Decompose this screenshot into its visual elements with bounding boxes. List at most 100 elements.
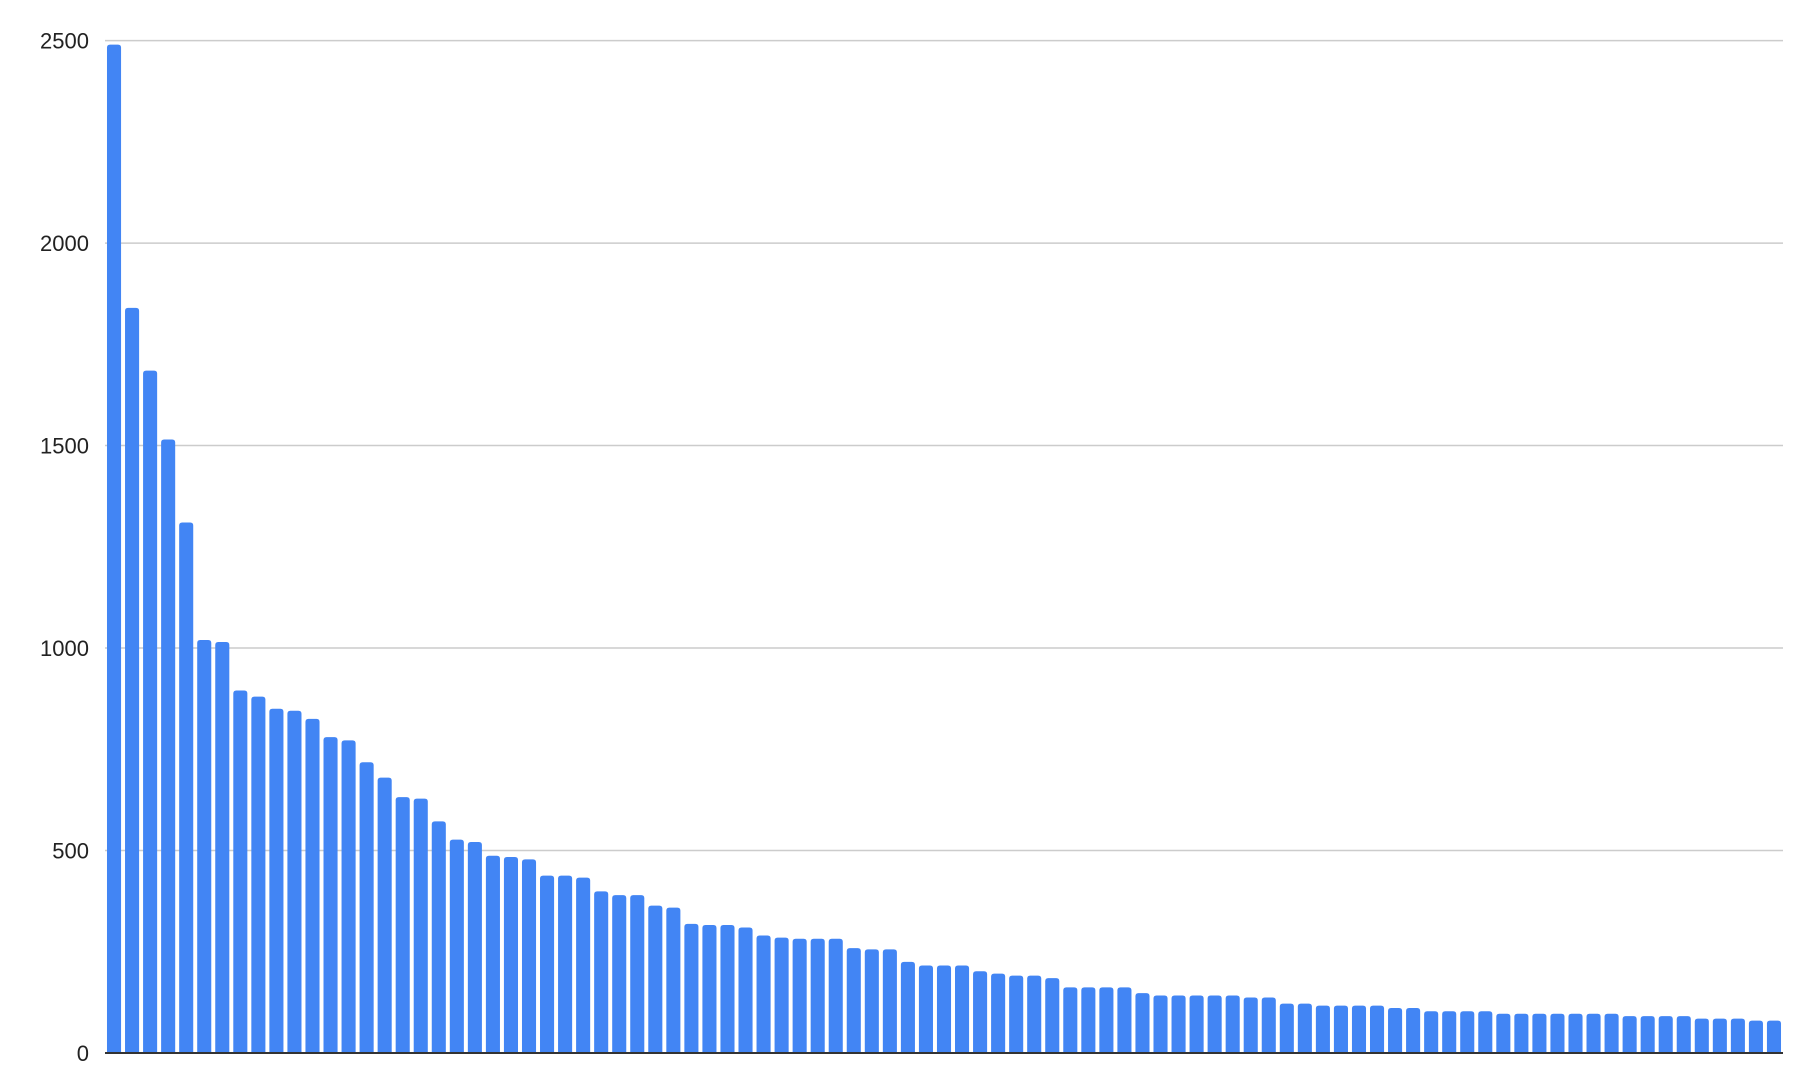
bar — [377, 777, 392, 1053]
bar — [323, 737, 338, 1053]
bar — [1496, 1013, 1511, 1053]
bar — [828, 938, 843, 1053]
bar — [1225, 995, 1240, 1053]
bar — [1027, 975, 1042, 1053]
bar — [1568, 1013, 1583, 1053]
bar — [1117, 987, 1132, 1053]
bar — [900, 961, 915, 1053]
bar — [594, 891, 609, 1053]
bar — [305, 718, 320, 1053]
bar — [125, 307, 140, 1053]
y-tick-label: 1500 — [40, 434, 89, 459]
bar — [702, 925, 717, 1053]
bar — [503, 856, 519, 1053]
bar — [449, 839, 464, 1053]
bar — [1171, 995, 1186, 1053]
bar — [1261, 997, 1276, 1053]
bar — [521, 859, 537, 1053]
bar — [1712, 1018, 1727, 1053]
bar — [1243, 997, 1258, 1053]
bar — [576, 877, 591, 1053]
bar — [197, 639, 212, 1053]
bar — [1315, 1005, 1330, 1053]
bar — [1279, 1003, 1294, 1053]
bar — [684, 923, 699, 1053]
bar — [882, 949, 897, 1053]
bar — [395, 797, 410, 1053]
bar — [1063, 987, 1078, 1053]
bar — [1640, 1016, 1655, 1053]
bar — [1532, 1013, 1547, 1053]
bar — [1658, 1016, 1673, 1053]
bar — [359, 762, 374, 1053]
bar — [1586, 1013, 1601, 1053]
bar — [1460, 1011, 1475, 1053]
bar — [1676, 1016, 1691, 1053]
bar — [1694, 1018, 1709, 1053]
bar — [413, 798, 428, 1053]
bar — [1189, 995, 1204, 1053]
bar — [1442, 1011, 1457, 1053]
bar — [179, 522, 194, 1053]
y-tick-label: 2500 — [40, 29, 89, 54]
bar — [1135, 993, 1150, 1053]
bar — [558, 875, 573, 1053]
bar — [1045, 978, 1060, 1053]
y-tick-label: 1000 — [40, 636, 89, 661]
gridlines — [105, 39, 1783, 852]
bar — [1478, 1011, 1493, 1053]
bar — [269, 708, 284, 1053]
bar — [1550, 1013, 1565, 1053]
bar — [1514, 1013, 1529, 1053]
bar — [1297, 1003, 1312, 1053]
bar — [774, 937, 789, 1053]
bar — [973, 971, 988, 1053]
bar — [918, 965, 933, 1053]
bar — [143, 370, 158, 1053]
bar — [630, 895, 645, 1053]
bar — [485, 855, 500, 1053]
bar — [1604, 1013, 1619, 1053]
bar — [251, 696, 266, 1053]
bar — [540, 875, 555, 1053]
bar — [1388, 1008, 1403, 1053]
bar — [846, 948, 861, 1053]
bar — [864, 949, 879, 1053]
y-tick-label: 0 — [77, 1041, 89, 1066]
bar — [1333, 1005, 1348, 1053]
bar — [106, 44, 122, 1054]
bar — [612, 895, 627, 1053]
bar — [991, 973, 1006, 1053]
bar — [1622, 1016, 1637, 1053]
bar — [648, 905, 663, 1053]
bar — [1081, 987, 1096, 1053]
bar — [1351, 1005, 1367, 1053]
bar — [810, 938, 825, 1053]
bars — [106, 44, 1782, 1054]
y-axis-labels: 0 500 1000 1500 2000 2500 — [40, 29, 89, 1066]
bar — [467, 842, 482, 1053]
bar — [666, 907, 681, 1053]
bar — [1748, 1020, 1763, 1053]
y-tick-label: 500 — [52, 839, 89, 864]
bar — [738, 927, 753, 1053]
bar — [1766, 1020, 1782, 1053]
bar — [720, 925, 735, 1053]
bar — [1207, 995, 1222, 1053]
bar — [955, 965, 970, 1053]
bar — [1406, 1008, 1421, 1053]
bar — [756, 935, 771, 1053]
bar — [1099, 987, 1114, 1053]
bar — [1153, 995, 1168, 1053]
bar — [233, 690, 248, 1053]
bar — [341, 740, 356, 1053]
bar — [1730, 1018, 1745, 1053]
bar — [792, 938, 807, 1053]
bar — [936, 965, 952, 1053]
bar — [1369, 1005, 1385, 1053]
bar — [1424, 1011, 1439, 1053]
bar — [215, 641, 230, 1053]
bar — [1009, 975, 1024, 1053]
bar — [431, 821, 446, 1053]
